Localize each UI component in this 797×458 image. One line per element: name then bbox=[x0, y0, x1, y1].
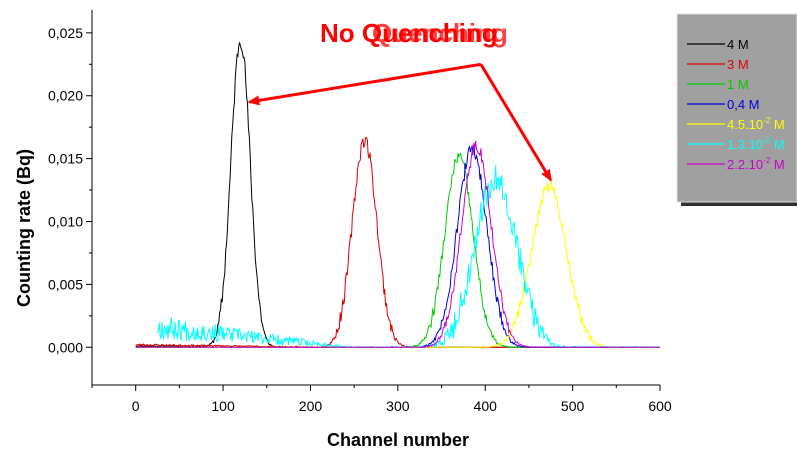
annotations bbox=[247, 62, 553, 182]
legend-label: 3 M bbox=[727, 57, 749, 72]
axis-titles: Channel number Counting rate (Bq) bbox=[14, 149, 469, 450]
legend-label: 4 M bbox=[727, 37, 749, 52]
overlay-title-ghost: Quenching bbox=[372, 18, 508, 48]
y-tick-label: 0,015 bbox=[48, 151, 83, 167]
y-tick-label: 0,000 bbox=[48, 339, 83, 355]
series-line-6 bbox=[135, 140, 661, 348]
axes: 0 100 200 300 400 500 600 0,000 0,005 0,010 0,015 0… bbox=[48, 10, 672, 414]
legend-label: 1.3.10-2 M bbox=[727, 136, 785, 152]
overlay-title-group: No Quenching Quenching bbox=[320, 18, 508, 48]
x-tick-label: 200 bbox=[299, 398, 323, 414]
legend: 4 M 3 M 1 M 0,4 M 4.5.10-2 M 1.3.10-2 M 2.2.10… bbox=[676, 13, 797, 206]
x-tick-label: 100 bbox=[211, 398, 235, 414]
series-line-4 bbox=[135, 180, 661, 348]
plot-area bbox=[135, 41, 661, 349]
x-axis-title: Channel number bbox=[327, 430, 469, 450]
y-axis-title: Counting rate (Bq) bbox=[14, 149, 34, 307]
legend-label: 2.2.10-2 M bbox=[727, 156, 785, 172]
x-tick-label: 300 bbox=[386, 398, 410, 414]
series-line-1 bbox=[135, 137, 660, 348]
overlay-title: No Quenching bbox=[320, 18, 498, 48]
x-tick-label: 500 bbox=[561, 398, 585, 414]
y-tick-label: 0,025 bbox=[48, 25, 83, 41]
legend-label: 0,4 M bbox=[727, 97, 760, 112]
series-line-3 bbox=[135, 144, 660, 348]
x-tick-label: 600 bbox=[648, 398, 672, 414]
annotation-arrow-1 bbox=[479, 63, 553, 182]
y-tick-label: 0,020 bbox=[48, 88, 83, 104]
annotation-arrow-0 bbox=[247, 62, 482, 106]
series-line-0 bbox=[135, 41, 661, 348]
legend-label: 1 M bbox=[727, 77, 749, 92]
series-line-2 bbox=[135, 152, 661, 348]
x-tick-label: 0 bbox=[132, 398, 140, 414]
y-tick-label: 0,005 bbox=[48, 276, 83, 292]
legend-box bbox=[676, 13, 797, 203]
series-line-5 bbox=[157, 165, 661, 349]
legend-label: 4.5.10-2 M bbox=[727, 116, 785, 132]
y-tick-label: 0,010 bbox=[48, 214, 83, 230]
x-tick-label: 400 bbox=[474, 398, 498, 414]
